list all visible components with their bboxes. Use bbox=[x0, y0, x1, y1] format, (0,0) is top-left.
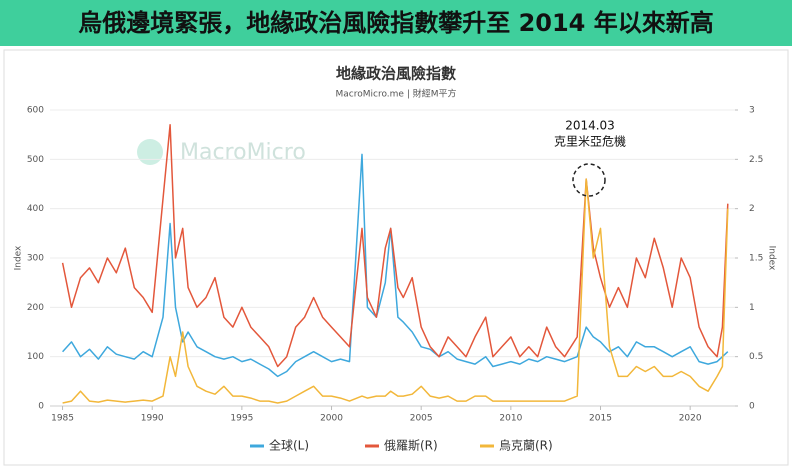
x-tick-label: 2005 bbox=[410, 414, 433, 424]
chart-title: 地緣政治風險指數 bbox=[336, 65, 456, 83]
chart-subtitle: MacroMicro.me | 財經M平方 bbox=[336, 88, 457, 100]
y2-axis-title: Index bbox=[767, 246, 777, 271]
series-line bbox=[62, 178, 729, 404]
x-tick-label: 2010 bbox=[499, 414, 522, 424]
legend-label: 全球(L) bbox=[269, 438, 309, 453]
watermark: MacroMicro bbox=[180, 140, 306, 165]
y2-tick-label: 0 bbox=[749, 402, 755, 412]
x-tick-label: 2015 bbox=[589, 414, 612, 424]
y2-tick-label: 2 bbox=[749, 204, 755, 214]
highlight-circle bbox=[572, 163, 606, 197]
series-line bbox=[62, 153, 729, 378]
y-axis-title: Index bbox=[14, 245, 24, 270]
y-tick-label: 0 bbox=[38, 402, 44, 412]
chart: 地緣政治風險指數 MacroMicro.me | 財經M平方 MacroMicr… bbox=[3, 49, 789, 466]
annotation-text: 克里米亞危機 bbox=[554, 134, 626, 149]
y-tick-label: 400 bbox=[27, 204, 44, 214]
x-tick-label: 2020 bbox=[679, 414, 702, 424]
legend-label: 烏克蘭(R) bbox=[499, 439, 553, 453]
annotation-label: 2014.03 bbox=[565, 119, 615, 133]
y-tick-label: 200 bbox=[27, 303, 44, 313]
y2-tick-label: 1.5 bbox=[749, 254, 763, 264]
y-tick-label: 300 bbox=[27, 254, 44, 264]
y-tick-label: 100 bbox=[27, 352, 44, 362]
y-tick-label: 500 bbox=[27, 155, 44, 165]
x-tick-label: 1990 bbox=[141, 414, 164, 424]
y-tick-label: 600 bbox=[27, 106, 44, 116]
y2-tick-label: 3 bbox=[749, 106, 755, 116]
x-tick-label: 1985 bbox=[51, 414, 74, 424]
watermark-logo bbox=[137, 139, 163, 165]
y2-tick-label: 2.5 bbox=[749, 155, 763, 165]
legend-label: 俄羅斯(R) bbox=[384, 439, 438, 453]
y2-tick-label: 1 bbox=[749, 303, 755, 313]
y2-tick-label: 0.5 bbox=[749, 352, 763, 362]
x-tick-label: 2000 bbox=[320, 414, 343, 424]
headline: 烏俄邊境緊張，地緣政治風險指數攀升至 2014 年以來新高 bbox=[0, 0, 792, 46]
x-tick-label: 1995 bbox=[230, 414, 253, 424]
series-line bbox=[61, 124, 729, 368]
